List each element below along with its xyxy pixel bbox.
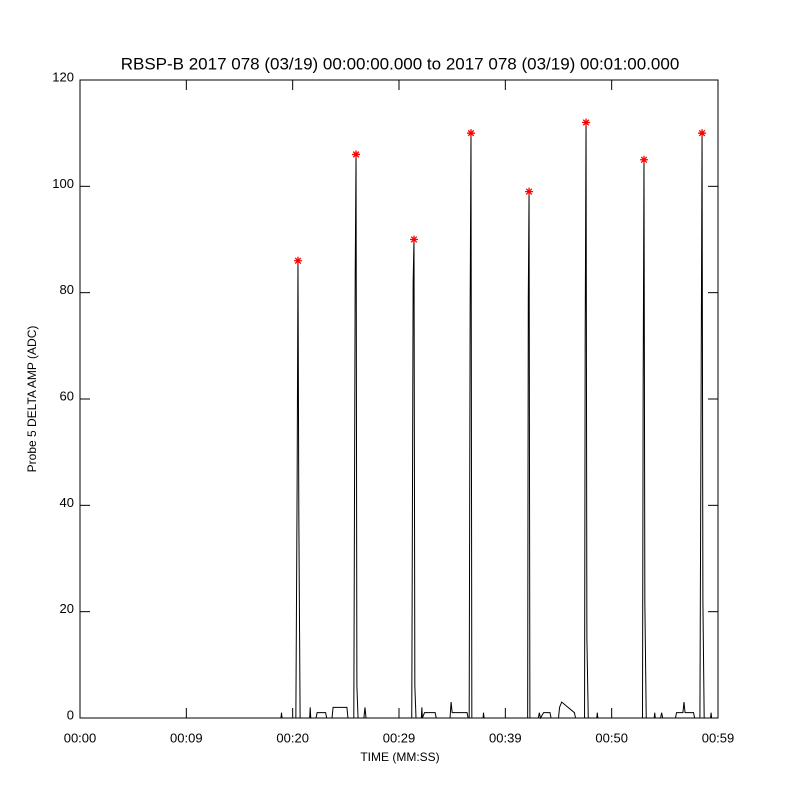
peak-marker (409, 235, 418, 244)
x-tick-label: 00:59 (702, 730, 735, 745)
y-tick-label: 120 (52, 69, 74, 84)
y-tick-label: 20 (60, 601, 74, 616)
x-tick-label: 00:29 (383, 730, 416, 745)
data-line (80, 122, 718, 720)
peak-marker (639, 155, 648, 164)
peak-marker (293, 256, 302, 265)
peak-marker (352, 150, 361, 159)
x-axis-label: TIME (MM:SS) (360, 750, 439, 764)
chart-title: RBSP-B 2017 078 (03/19) 00:00:00.000 to … (121, 54, 680, 73)
y-tick-label: 40 (60, 495, 74, 510)
x-tick-label: 00:39 (489, 730, 522, 745)
x-tick-label: 00:50 (595, 730, 628, 745)
x-tick-label: 00:00 (64, 730, 97, 745)
y-tick-label: 80 (60, 282, 74, 297)
x-tick-label: 00:20 (276, 730, 309, 745)
y-tick-label: 100 (52, 176, 74, 191)
y-axis-label: Probe 5 DELTA AMP (ADC) (25, 326, 39, 473)
peak-marker (698, 129, 707, 138)
peak-marker (525, 187, 534, 196)
y-tick-label: 0 (67, 707, 74, 722)
peak-marker (582, 118, 591, 127)
y-tick-label: 60 (60, 388, 74, 403)
x-tick-label: 00:09 (170, 730, 203, 745)
peak-marker (466, 129, 475, 138)
